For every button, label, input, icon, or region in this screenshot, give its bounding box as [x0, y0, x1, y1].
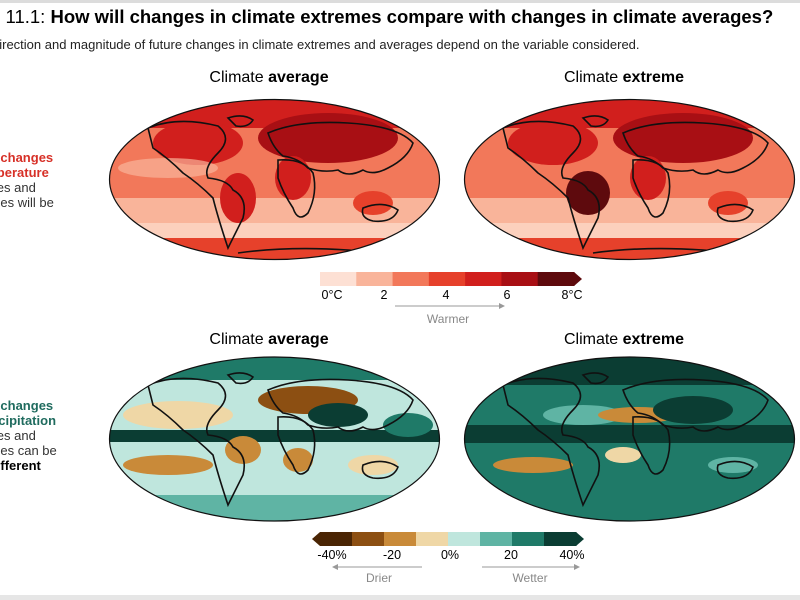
warmer-arrow — [395, 303, 505, 309]
wetter-label: Wetter — [512, 571, 548, 585]
title-prefix: Q 11.1: — [0, 6, 46, 27]
temp-tick: 2 — [380, 288, 388, 302]
col-title-prefix: Climate — [209, 331, 269, 348]
side-text-bold: ilar — [0, 210, 54, 225]
side-text: rages and — [0, 180, 36, 195]
side-text: rages and — [0, 428, 36, 443]
colorbar-segment — [544, 532, 577, 546]
col-title-prefix: Climate — [209, 69, 269, 86]
colorbar-segment — [501, 272, 539, 286]
col-title-bold: average — [268, 331, 329, 348]
temperature-extreme-map — [463, 98, 796, 261]
colorbar-right-arrow — [576, 532, 584, 546]
warmer-label: Warmer — [426, 312, 470, 326]
colorbar-segment — [356, 272, 394, 286]
temp-tick: 0°C — [321, 288, 343, 302]
colorbar-segment — [320, 272, 357, 286]
colorbar-segment — [384, 532, 417, 546]
top-border — [0, 0, 800, 3]
side-text-highlight: emperature — [0, 165, 49, 180]
title-main: How will changes in climate extremes com… — [50, 6, 774, 27]
colorbar-right-arrow — [574, 272, 582, 286]
colorbar-segment — [428, 272, 466, 286]
colorbar-segment — [320, 532, 353, 546]
colorbar-segment — [512, 532, 545, 546]
temperature-colorbar — [320, 272, 582, 286]
col-title-prefix: Climate — [563, 331, 623, 348]
colorbar-segment — [465, 272, 502, 286]
colorbar-segment — [480, 532, 513, 546]
precip-tick: 0% — [440, 548, 460, 562]
temp-tick: 8°C — [561, 288, 583, 302]
precipitation-extreme-map — [463, 356, 796, 522]
col-title-bold: average — [268, 69, 329, 86]
figure-title: Q 11.1: How will changes in climate extr… — [0, 6, 773, 28]
side-text-highlight: changes — [0, 150, 54, 165]
temp-tick: 4 — [442, 288, 450, 302]
temp-tick: 6 — [503, 288, 511, 302]
colorbar-segment — [537, 272, 575, 286]
temp-average-title: Climate average — [149, 69, 389, 87]
precipitation-colorbar — [312, 532, 584, 546]
precip-extreme-title: Climate extreme — [504, 331, 744, 349]
colorbar-segment — [448, 532, 481, 546]
colorbar-left-arrow — [312, 532, 320, 546]
colorbar-segment — [392, 272, 430, 286]
col-title-bold: extreme — [622, 69, 685, 86]
side-text: remes can be — [0, 443, 57, 458]
precip-average-title: Climate average — [149, 331, 389, 349]
precipitation-average-map — [108, 356, 441, 522]
temp-extreme-title: Climate extreme — [504, 69, 744, 87]
colorbar-segment — [352, 532, 385, 546]
side-text-highlight: changes — [0, 398, 54, 413]
precip-tick: 40% — [559, 548, 585, 562]
temperature-average-map — [108, 98, 441, 261]
side-text-bold: y different — [0, 458, 41, 473]
side-text: remes will be — [0, 195, 54, 210]
col-title-prefix: Climate — [563, 69, 623, 86]
figure-subtitle: direction and magnitude of future change… — [0, 37, 640, 52]
temperature-side-label: ure changes emperature rages and remes w… — [0, 150, 54, 225]
wetter-arrow — [482, 564, 580, 570]
colorbar-segment — [416, 532, 449, 546]
drier-label: Drier — [366, 571, 392, 585]
precipitation-side-label: ure changes precipitation rages and reme… — [0, 398, 57, 473]
drier-arrow — [332, 564, 422, 570]
precip-tick: -20 — [382, 548, 402, 562]
bottom-border — [0, 595, 800, 600]
precip-tick: 20 — [504, 548, 518, 562]
col-title-bold: extreme — [622, 331, 685, 348]
side-text-highlight: precipitation — [0, 413, 57, 428]
precip-tick: -40% — [317, 548, 347, 562]
